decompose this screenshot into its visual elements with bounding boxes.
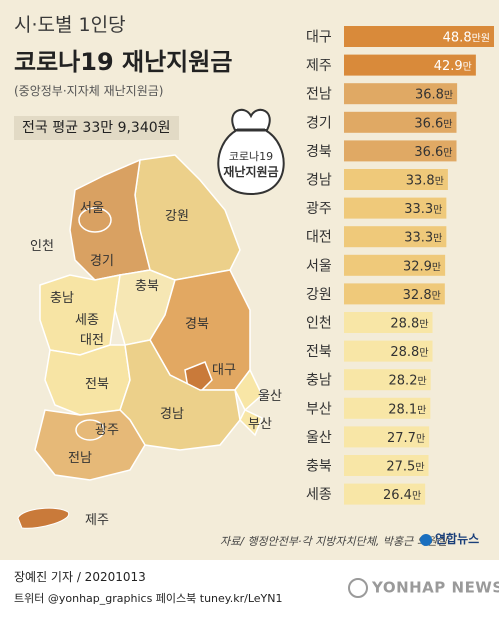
bar-category-label: 세종 [306, 487, 332, 503]
bar-value-label: 33.3만 [404, 231, 442, 246]
bar [344, 83, 458, 105]
bar-category-label: 제주 [306, 58, 332, 74]
bar [344, 54, 476, 76]
bar-category-label: 강원 [306, 287, 332, 303]
bag-label-line2: 재난지원금 [223, 164, 278, 179]
bar-value-label: 32.9만 [403, 259, 441, 274]
bar [344, 169, 448, 190]
credit-line: 장예진 기자 / 20201013 [14, 570, 146, 584]
money-bag-icon: 코로나19 재난지원금 [217, 108, 285, 196]
region-busan [239, 409, 263, 437]
bar-category-label: 전북 [306, 344, 332, 360]
bar-value-label: 28.1만 [388, 402, 426, 417]
bar-category-label: 울산 [306, 430, 332, 446]
page-title: 코로나19 재난지원금 [14, 48, 233, 76]
bar-value-label: 36.8만 [415, 88, 453, 103]
bar-category-label: 광주 [306, 201, 332, 217]
bar-value-label: 48.8만원 [443, 31, 490, 46]
bar [344, 26, 494, 47]
region-ulsan [234, 368, 263, 412]
bag-label-line1: 코로나19 [229, 150, 273, 163]
bar-category-label: 경기 [306, 115, 332, 131]
bar-category-label: 전남 [306, 87, 332, 103]
map-label-busan: 부산 [248, 417, 272, 432]
bar-value-label: 27.7만 [387, 431, 425, 446]
yonhap-watermark: YONHAP NEWS [348, 578, 499, 598]
bar-category-label: 대구 [306, 30, 332, 46]
watermark-icon [348, 578, 368, 598]
bar-value-label: 42.9만 [434, 59, 472, 74]
map-label-gangwon: 강원 [165, 209, 189, 224]
bar-category-label: 충북 [306, 459, 332, 475]
map-label-incheon: 인천 [30, 239, 54, 254]
bar-value-label: 36.6만 [414, 145, 452, 160]
yonhap-logo-icon [420, 533, 432, 546]
map-label-daejeon: 대전 [80, 333, 104, 348]
map-label-seoul: 서울 [80, 201, 104, 216]
bar-category-label: 대전 [306, 230, 332, 246]
bar-category-label: 인천 [306, 316, 332, 332]
bar [344, 140, 457, 162]
watermark-text: YONHAP NEWS [372, 578, 499, 597]
social-line: 트위터 @yonhap_graphics 페이스북 tuney.kr/LeYN1 [14, 592, 283, 605]
map-label-jeonbuk: 전북 [85, 377, 109, 392]
bar [344, 369, 431, 391]
bar [344, 340, 433, 362]
source-note: (중앙정부·지자체 재난지원금) [14, 84, 164, 98]
bar-category-label: 서울 [306, 258, 332, 274]
infographic-canvas: 시·도별 1인당 코로나19 재난지원금 (중앙정부·지자체 재난지원금) 전국… [0, 0, 499, 560]
bar [344, 197, 447, 219]
bar [344, 226, 447, 248]
bar-value-label: 27.5만 [386, 460, 424, 475]
bar-value-label: 28.8만 [390, 345, 428, 360]
yonhap-logo-text: 연합뉴스 [435, 532, 480, 546]
map-label-daegu: 대구 [212, 363, 236, 378]
map-label-chungbuk: 충북 [135, 279, 159, 294]
bar-category-label: 경북 [306, 144, 332, 160]
map-label-jeju: 제주 [85, 513, 109, 528]
bar-value-label: 32.8만 [403, 288, 441, 303]
map-label-gwangju: 광주 [95, 423, 119, 438]
footer-source: 자료/ 행정안전부·각 지방자치단체, 박홍근 의원실 [220, 535, 448, 548]
map-label-jeonnam: 전남 [68, 451, 92, 466]
bar [344, 426, 430, 448]
bar-value-label: 33.8만 [406, 174, 444, 189]
bar [344, 283, 445, 305]
bar [344, 397, 431, 419]
bar [344, 455, 429, 476]
bar-value-label: 26.4만 [383, 488, 421, 503]
map-label-gyeonggi: 경기 [90, 254, 114, 269]
region-jeju [17, 507, 69, 529]
national-average-box: 전국 평균 33만 9,340원 [14, 116, 179, 140]
bar-category-label: 충남 [306, 373, 332, 389]
bar-value-label: 36.6만 [414, 116, 452, 131]
region-jeonnam [34, 409, 146, 481]
bar-value-label: 28.2만 [389, 374, 427, 389]
map-label-gyeongbuk: 경북 [185, 317, 209, 332]
bar-value-label: 33.3만 [404, 202, 442, 217]
bar-category-label: 부산 [306, 401, 332, 417]
region-chungnam [39, 274, 121, 356]
bar [344, 254, 446, 276]
region-seoul [78, 207, 112, 233]
bar-value-label: 28.8만 [390, 317, 428, 332]
bar-category-label: 경남 [306, 173, 332, 189]
map-label-chungnam: 충남 [50, 291, 74, 306]
map-label-ulsan: 울산 [258, 389, 282, 404]
map-label-gyeongnam: 경남 [160, 407, 184, 422]
bar [344, 111, 457, 133]
bar [344, 483, 426, 505]
bar [344, 312, 433, 333]
yonhap-logo: 연합뉴스 [420, 530, 479, 547]
region-gwangju [75, 419, 105, 441]
map-label-sejong: 세종 [75, 313, 99, 328]
subtitle: 시·도별 1인당 [14, 14, 126, 36]
korea-region-map: 서울 인천 경기 강원 충남 세종 충북 대전 경북 전북 대구 울산 경남 부… [17, 154, 282, 529]
